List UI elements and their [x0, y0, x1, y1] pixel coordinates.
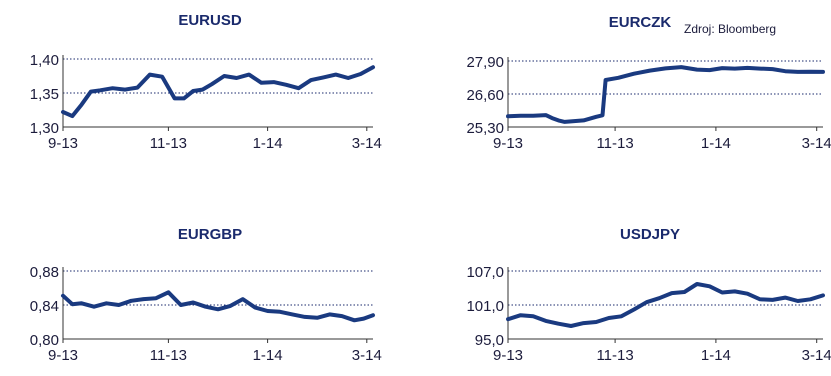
source-note: Zdroj: Bloomberg — [684, 22, 776, 36]
chart-title: EURCZK — [609, 14, 672, 31]
x-tick-label: 3-14 — [352, 135, 382, 152]
x-tick-label: 11-13 — [150, 347, 187, 364]
y-tick-label: 101,0 — [466, 298, 504, 315]
x-tick-label: 3-14 — [352, 347, 382, 364]
series-line — [506, 282, 825, 328]
x-tick-label: 9-13 — [48, 135, 78, 152]
x-tick-label: 9-13 — [493, 135, 523, 152]
x-tick-label: 9-13 — [48, 347, 78, 364]
chart-usdjpy: USDJPY 95,0 101,0 107,0 9-13 11-13 1-14 3-14 — [466, 226, 831, 364]
series-line — [61, 65, 375, 119]
y-tick-label: 1,35 — [30, 86, 59, 103]
y-tick-label: 0,84 — [30, 298, 59, 315]
x-tick-label: 11-13 — [596, 135, 633, 152]
y-tick-label: 95,0 — [475, 332, 504, 349]
x-tick-label: 1-14 — [701, 135, 731, 152]
x-tick-label: 1-14 — [253, 135, 283, 152]
chart-eurgbp: EURGBP 0,80 0,84 0,88 9-13 11-13 1-14 3-14 — [30, 226, 382, 364]
y-tick-label: 25,30 — [466, 120, 504, 137]
y-tick-label: 107,0 — [466, 264, 504, 281]
y-tick-label: 0,88 — [30, 264, 59, 281]
x-tick-label: 11-13 — [150, 135, 187, 152]
x-tick-label: 11-13 — [596, 347, 633, 364]
x-tick-label: 3-14 — [802, 347, 831, 364]
chart-eurczk: EURCZK 25,30 26,60 27,90 9-13 11-13 1-14 3-14 — [466, 14, 831, 152]
x-tick-label: 1-14 — [253, 347, 283, 364]
chart-title: USDJPY — [620, 226, 680, 243]
y-tick-label: 1,40 — [30, 52, 59, 69]
x-tick-label: 1-14 — [701, 347, 731, 364]
y-tick-label: 1,30 — [30, 120, 59, 137]
chart-eurusd: EURUSD 1,30 1,35 1,40 9-13 11-13 1-14 3-14 — [30, 12, 382, 152]
y-tick-label: 0,80 — [30, 332, 59, 349]
y-tick-label: 26,60 — [466, 87, 504, 104]
x-tick-label: 9-13 — [493, 347, 523, 364]
series-line — [61, 290, 375, 323]
y-tick-label: 27,90 — [466, 54, 504, 71]
x-tick-label: 3-14 — [802, 135, 831, 152]
chart-title: EURGBP — [178, 226, 242, 243]
series-line — [506, 65, 825, 124]
chart-title: EURUSD — [178, 12, 242, 29]
